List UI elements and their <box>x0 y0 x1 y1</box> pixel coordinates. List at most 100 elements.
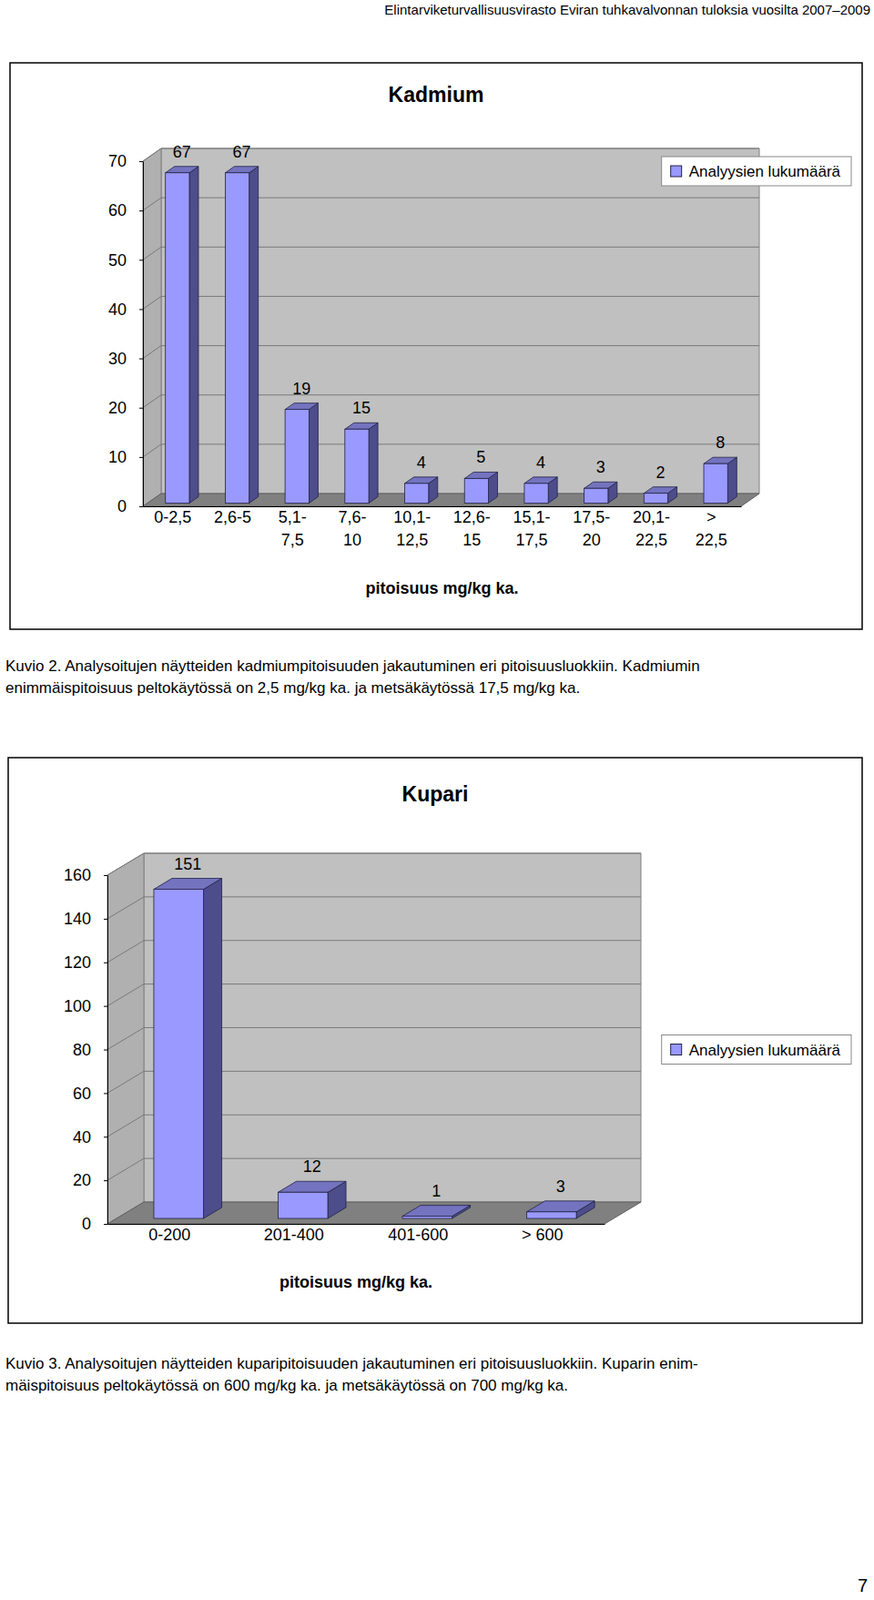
data-label: 15 <box>352 398 371 417</box>
bar <box>165 172 190 504</box>
x-tick-label: 5,1-7,5 <box>278 508 307 549</box>
y-tick-label: 10 <box>108 447 127 467</box>
bar-top <box>277 1180 346 1192</box>
x-axis-line <box>108 1223 606 1225</box>
y-tick-mark <box>139 407 143 409</box>
legend-box <box>661 1035 852 1065</box>
y-tick-label: 60 <box>72 1084 92 1103</box>
y-tick: 40 <box>72 1128 108 1147</box>
bar-top <box>405 477 438 484</box>
legend-swatch <box>670 165 682 177</box>
caption: mäispitoisuus peltokäytössä on 600 mg/kg… <box>5 1376 569 1394</box>
x-tick: 15,1-17,5 <box>513 506 551 549</box>
y-tick: 60 <box>72 1084 108 1103</box>
bar-top <box>464 471 498 478</box>
y-tick-label: 140 <box>63 909 92 928</box>
x-tick: 10,1-12,5 <box>393 506 431 549</box>
y-tick-label: 20 <box>72 1170 92 1190</box>
bar <box>284 409 309 504</box>
bar <box>526 1211 577 1219</box>
data-label: 4 <box>416 453 427 472</box>
x-axis-title: pitoisuus mg/kg ka. <box>279 1272 433 1291</box>
y-tick-mark <box>139 259 143 261</box>
y-tick-label: 60 <box>108 201 127 220</box>
bar <box>524 483 549 504</box>
y-tick-label: 70 <box>108 152 127 171</box>
y-tick-mark <box>139 457 143 458</box>
data-label: 3 <box>556 1177 566 1196</box>
bar <box>703 463 728 503</box>
page-header: Elintarviketurvallisuusvirasto Eviran tu… <box>384 1 871 18</box>
x-axis: 0-200201-400401-600> 600 <box>108 1223 606 1244</box>
bar-side <box>727 457 737 503</box>
bar-top <box>224 166 258 173</box>
x-tick-label: > 600 <box>521 1225 564 1244</box>
legend: Analyysien lukumäärä <box>661 1035 852 1065</box>
data-labels: 67671915454328 <box>172 142 725 482</box>
x-tick-label: 2,6-5 <box>213 508 252 527</box>
y-tick-mark <box>103 962 108 964</box>
x-tick: 5,1-7,5 <box>278 506 307 549</box>
x-tick-label: 401-600 <box>387 1225 448 1244</box>
y-tick: 50 <box>108 251 143 270</box>
data-labels: 1511213 <box>173 854 566 1200</box>
chart-frame <box>10 62 863 630</box>
bar-top <box>524 477 558 484</box>
bar-side <box>368 422 378 503</box>
x-axis-line <box>143 506 742 508</box>
y-tick-label: 50 <box>108 251 127 270</box>
y-tick: 40 <box>108 300 143 319</box>
bar-top <box>584 481 618 488</box>
data-label: 12 <box>303 1157 322 1176</box>
bar-top <box>165 166 199 173</box>
y-tick: 60 <box>108 201 143 220</box>
y-axis-line <box>142 162 144 508</box>
y-tick-mark <box>139 210 143 212</box>
y-tick-label: 100 <box>63 996 92 1016</box>
bar <box>277 1191 328 1219</box>
y-tick: 160 <box>63 865 108 885</box>
y-tick: 30 <box>108 349 143 368</box>
x-tick-label: 17,5-20 <box>572 508 610 549</box>
y-tick-mark <box>103 1006 108 1007</box>
x-tick-label: 7,6-10 <box>337 508 366 549</box>
bar-side <box>249 166 259 504</box>
x-tick: >22,5 <box>695 506 728 549</box>
y-tick-mark <box>103 1179 108 1181</box>
x-tick-label: >22,5 <box>695 508 728 549</box>
bar-side <box>308 403 318 504</box>
x-tick: 7,6-10 <box>337 506 366 549</box>
bar-side <box>189 166 199 504</box>
legend: Analyysien lukumäärä <box>661 156 852 186</box>
y-tick: 100 <box>63 996 108 1016</box>
y-tick-mark <box>139 161 143 163</box>
y-tick: 20 <box>108 398 143 417</box>
y-tick-label: 0 <box>117 497 127 516</box>
y-tick: 0 <box>81 1214 108 1233</box>
y-axis-line <box>107 875 109 1225</box>
x-tick-label: 20,1-22,5 <box>632 508 671 549</box>
x-tick-label: 15,1-17,5 <box>513 508 551 549</box>
bar-top <box>153 878 223 890</box>
y-tick: 80 <box>72 1040 108 1059</box>
x-tick: 0-2,5 <box>153 506 192 527</box>
bar-top <box>526 1200 595 1212</box>
y-tick-mark <box>103 1223 108 1225</box>
y-tick-label: 30 <box>108 349 127 368</box>
y-tick-mark <box>139 308 143 310</box>
y-tick-mark <box>103 1049 108 1051</box>
y-tick-label: 20 <box>108 398 127 417</box>
data-label: 2 <box>655 463 665 482</box>
x-tick-label: 201-400 <box>264 1225 325 1244</box>
y-tick-mark <box>103 1136 108 1138</box>
bar-top <box>703 457 737 464</box>
x-tick: 201-400 <box>264 1223 325 1244</box>
bar-top <box>402 1205 471 1217</box>
data-label: 8 <box>715 433 725 452</box>
bar <box>402 1216 453 1219</box>
bar <box>345 428 369 503</box>
y-tick-mark <box>103 918 108 920</box>
bar-top <box>643 487 677 494</box>
data-label: 19 <box>292 379 311 398</box>
x-tick-label: 12,6-15 <box>453 508 491 549</box>
